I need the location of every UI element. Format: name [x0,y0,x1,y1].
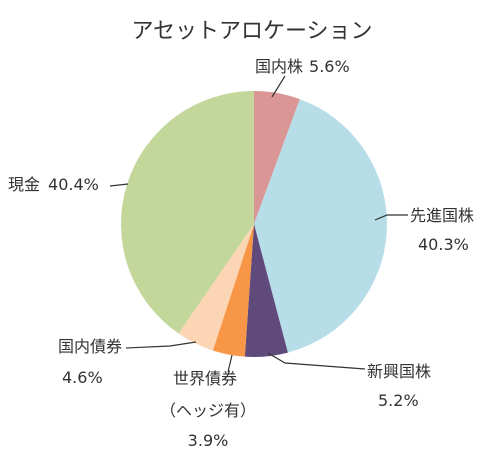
label-kokunai-saiken-value: 4.6% [62,368,103,387]
label-shinko-koku-kabu: 新興国株 5.2% [367,362,431,410]
label-kokunai-kabu-name: 国内株 [255,57,303,76]
label-senshin-koku-kabu-name: 先進国株 [410,206,474,225]
chart-title: アセットアロケーション [131,19,372,44]
leader-line-kokunai-saiken [125,341,197,349]
label-genkin-name: 現金 [8,175,40,194]
label-senshin-koku-kabu: 先進国株 40.3% [410,206,474,254]
pie-slice-sekai-saiken [212,224,254,357]
leader-lines [109,75,408,373]
pie-slice-kokunai-kabu [254,91,300,224]
label-kokunai-kabu: 国内株 5.6% [255,57,350,76]
leader-line-genkin [109,183,129,187]
label-genkin-value: 40.4% [48,175,99,194]
label-sekai-saiken-name: 世界債券 [173,369,237,388]
label-shinko-koku-kabu-name: 新興国株 [367,362,431,381]
leader-line-sekai-saiken [227,354,233,373]
label-genkin: 現金 40.4% [8,175,99,194]
pie-slice-kokunai-saiken [178,224,254,351]
label-sekai-saiken-value: 3.9% [188,431,229,450]
label-kokunai-kabu-value: 5.6% [309,57,350,76]
label-senshin-koku-kabu-value: 40.3% [418,235,469,254]
label-shinko-koku-kabu-value: 5.2% [378,391,419,410]
leader-line-shinko-koku-kabu [267,352,366,370]
leader-line-senshin-koku-kabu [374,214,408,221]
pie-slice-shinko-koku-kabu [244,224,288,357]
label-kokunai-saiken-name: 国内債券 [58,337,122,356]
leader-line-kokunai-kabu [271,75,286,98]
label-kokunai-saiken: 国内債券 4.6% [58,337,122,387]
pie-slice-genkin [120,90,254,334]
label-sekai-saiken-name-line2: （ヘッジ有） [160,401,256,420]
label-sekai-saiken: 世界債券 （ヘッジ有） 3.9% [160,369,256,450]
pie-slice-senshin-koku-kabu [254,99,387,353]
pie-slices [120,90,387,357]
